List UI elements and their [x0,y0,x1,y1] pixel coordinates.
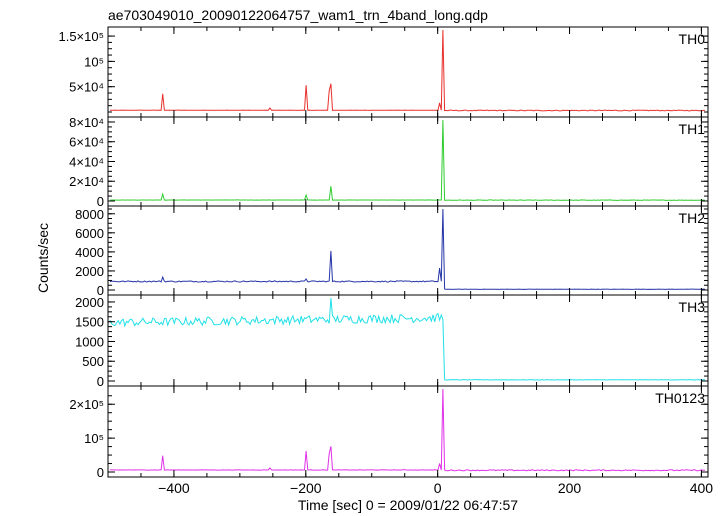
series-line-th0123 [109,388,706,472]
y-tick-label: 8000 [75,207,104,222]
y-tick-label: 10⁵ [84,54,104,69]
y-tick-label: 2×10⁵ [69,397,104,412]
series-line-th3 [109,297,706,381]
x-tick-label: 200 [558,480,582,496]
panel-label-th3: TH3 [679,299,706,315]
y-tick-label: 0 [97,194,104,209]
panel-frame [107,116,709,207]
panels-group: TH0 5×10⁴ 10⁵ 1.5×10⁵ TH1 0 2×10⁴ 4×10⁴ 6×10⁴ 8×1… [58,26,714,496]
series-line-th1 [109,119,706,201]
y-tick-label: 2000 [75,295,104,310]
y-tick-label: 1.5×10⁵ [58,29,104,44]
y-tick-label: 1000 [75,334,104,349]
y-tick-label: 5×10⁴ [69,80,104,95]
y-tick-label: 0 [97,465,104,480]
y-tick-label: 6000 [75,226,104,241]
y-tick-label: 1500 [75,315,104,330]
panel-frame [107,294,709,387]
y-tick-label: 2×10⁴ [69,174,104,189]
panel-label-th0123: TH0123 [655,390,705,406]
y-tick-label: 0 [97,374,104,389]
x-tick-label: −400 [158,480,190,496]
panel-label-th0: TH0 [679,31,706,47]
y-tick-label: 4×10⁴ [69,154,104,169]
x-tick-label: 400 [690,480,714,496]
y-tick-label: 0 [97,283,104,298]
chart-title: ae703049010_20090122064757_wam1_trn_4ban… [108,7,488,23]
panel-frame [107,26,709,118]
x-tick-label: −200 [290,480,322,496]
y-tick-label: 6×10⁴ [69,135,104,150]
series-line-th0 [109,29,705,112]
panel-label-th1: TH1 [679,121,706,137]
series-line-th2 [109,208,706,290]
x-axis-label: Time [sec] 0 = 2009/01/22 06:47:57 [298,497,518,513]
y-tick-label: 500 [82,354,104,369]
y-tick-label: 8×10⁴ [69,115,104,130]
x-tick-label: 0 [434,480,442,496]
y-axis-label: Counts/sec [35,223,51,293]
panel-label-th2: TH2 [679,210,706,226]
y-tick-label: 10⁵ [84,431,104,446]
y-tick-label: 2000 [75,264,104,279]
y-tick-label: 4000 [75,245,104,260]
panel-frame [107,385,709,478]
